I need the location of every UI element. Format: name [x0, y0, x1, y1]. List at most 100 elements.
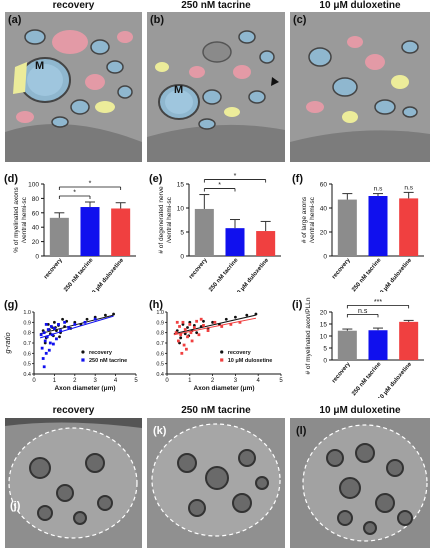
data-point: [44, 351, 48, 355]
header-recovery-bottom: recovery: [52, 405, 95, 416]
y-tick-label: 20: [32, 239, 40, 246]
data-point: [190, 339, 194, 343]
panel-label-c: (c): [293, 14, 307, 26]
data-point: [186, 335, 189, 339]
y-tick-label: 60: [32, 210, 40, 217]
y-axis-label: # of large axons: [301, 196, 308, 243]
data-point: [51, 342, 55, 346]
data-point: [178, 325, 181, 328]
data-point: [188, 323, 192, 326]
fit-line: [173, 317, 257, 336]
data-point: [39, 333, 43, 337]
panel-label: (g): [4, 299, 18, 311]
bar-2: [399, 198, 419, 256]
chart-h-gratio-duloxetine: (h) 0.4 0.5 0.6 0.7 0.8 0.9 1.0 0 1 2 3 4 5 Axon diame…: [149, 299, 283, 392]
data-point: [55, 337, 58, 341]
data-point: [245, 313, 249, 317]
y-tick-label: 60: [320, 182, 328, 189]
data-point: [57, 323, 60, 326]
y-tick-label: 20: [320, 310, 328, 317]
significance-label: *: [234, 173, 237, 180]
y-axis-label: % of myelinated axons: [13, 187, 20, 253]
y-tick-label: 20: [320, 230, 328, 237]
bar-1: [225, 228, 245, 256]
y-tick-label: 1.0: [156, 310, 164, 316]
data-point: [197, 333, 201, 337]
data-point: [63, 320, 66, 324]
data-point: [61, 317, 64, 321]
data-point: [42, 365, 46, 369]
em-texture-l: [290, 418, 430, 548]
x-tick-label: 4: [257, 378, 261, 384]
em-texture-j: [5, 418, 142, 548]
y-axis-label: g-ratio: [3, 332, 12, 353]
x-tick-label: 3: [234, 378, 238, 384]
data-point: [234, 315, 237, 319]
x-tick-label: 1: [188, 378, 192, 384]
data-point: [180, 351, 184, 355]
y-tick-label: 5: [323, 346, 327, 353]
data-point: [186, 326, 189, 329]
data-point: [45, 335, 49, 339]
bar-0: [49, 217, 69, 256]
panel-label-k: (k): [153, 425, 167, 437]
data-point: [195, 331, 199, 335]
data-point: [206, 329, 210, 332]
y-tick-label: 0: [323, 254, 327, 261]
legend-marker: [220, 358, 224, 362]
y-tick-label: 15: [320, 322, 328, 329]
legend-label: recovery: [228, 350, 252, 356]
bar-0: [337, 199, 357, 256]
significance-label: *: [89, 181, 92, 188]
bar-1: [368, 196, 388, 256]
data-point: [47, 348, 51, 352]
y-tick-label: 5: [180, 230, 184, 237]
data-point: [46, 328, 50, 331]
y-tick-label: 40: [320, 206, 328, 213]
x-tick-label: 250 nM tacrine: [351, 361, 383, 397]
panel-label: (i): [292, 299, 303, 311]
y-tick-label: 0.7: [156, 341, 164, 347]
y-tick-label: 0.4: [156, 372, 164, 378]
panel-label: (f): [292, 173, 303, 185]
x-tick-label: recovery: [43, 257, 64, 281]
y-tick-label: 0.4: [23, 372, 31, 378]
data-point: [211, 320, 214, 324]
x-tick-label: 250 nM tacrine: [351, 257, 383, 292]
x-tick-label: 0: [32, 378, 36, 384]
data-point: [93, 317, 97, 321]
data-point: [179, 333, 183, 337]
x-axis-label: Axon diameter (μm): [193, 385, 254, 392]
data-point: [213, 320, 217, 324]
significance-label: *: [73, 190, 76, 197]
y-tick-label: 0.7: [23, 341, 31, 347]
x-tick-label: 1: [53, 378, 57, 384]
chart-e-degenerated-nerve: (e)# of degenerated nerve/ventral hemi-s…: [149, 173, 281, 292]
bar-0: [194, 208, 214, 256]
data-point: [184, 347, 188, 351]
x-tick-label: 10 μM duloxetine: [377, 361, 413, 398]
x-tick-label: recovery: [188, 257, 209, 281]
y-tick-label: 0.5: [23, 362, 31, 368]
x-tick-label: 4: [114, 378, 118, 384]
marker-M-b: M: [174, 84, 184, 96]
data-point: [83, 320, 87, 324]
x-tick-label: 3: [94, 378, 98, 384]
bar-0: [337, 330, 357, 360]
bar-1: [368, 330, 388, 360]
y-tick-label: 0.6: [156, 351, 164, 357]
x-axis-label: Axon diameter (μm): [54, 385, 115, 392]
marker-M-a: M: [35, 60, 45, 72]
y-tick-label: 0.9: [156, 320, 164, 326]
fit-line: [173, 314, 257, 335]
legend-label: recovery: [89, 350, 113, 356]
significance-label: n.s: [358, 308, 368, 315]
y-tick-label: 0.8: [23, 331, 31, 337]
x-tick-label: recovery: [331, 257, 352, 281]
data-point: [175, 320, 179, 324]
panel-label: (h): [149, 299, 163, 311]
data-point: [85, 317, 89, 321]
data-point: [73, 323, 77, 326]
data-point: [177, 339, 180, 343]
x-tick-label: 10 μM duloxetine: [377, 257, 413, 292]
